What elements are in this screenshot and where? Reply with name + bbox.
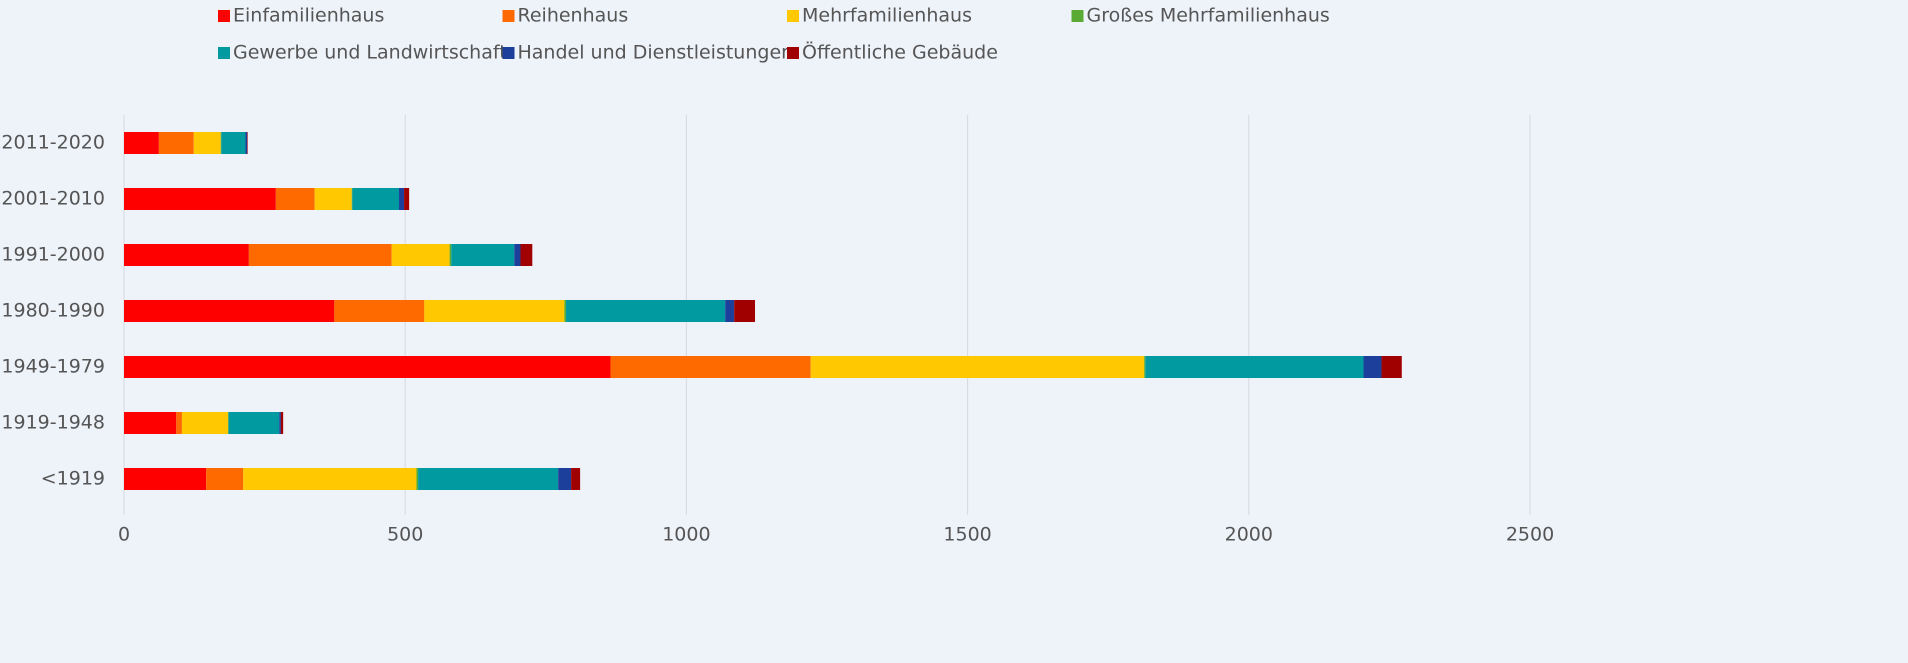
legend-swatch bbox=[502, 10, 515, 22]
bar-segment bbox=[124, 188, 276, 210]
y-tick-label: 2011-2020 bbox=[1, 132, 105, 154]
x-tick-label: 1500 bbox=[943, 524, 991, 546]
bar-segment bbox=[451, 244, 515, 266]
y-tick-label: 1991-2000 bbox=[1, 244, 105, 266]
bar-segment bbox=[158, 132, 194, 154]
bar-segment bbox=[566, 300, 726, 322]
x-tick-label: 500 bbox=[387, 524, 423, 546]
bar-segment bbox=[514, 244, 521, 266]
y-tick-label: 2001-2010 bbox=[1, 188, 105, 210]
bar-segment bbox=[571, 468, 581, 490]
x-tick-label: 2500 bbox=[1506, 524, 1554, 546]
bar-segment bbox=[124, 412, 177, 434]
bar-segment bbox=[391, 244, 450, 266]
bar-segment bbox=[243, 468, 417, 490]
x-tick-label: 2000 bbox=[1225, 524, 1273, 546]
bar-segment bbox=[193, 132, 221, 154]
legend-label: Mehrfamilienhaus bbox=[802, 5, 972, 27]
bar-segment bbox=[404, 188, 410, 210]
bar-segment bbox=[124, 468, 207, 490]
bar-segment bbox=[176, 412, 182, 434]
bar-segment bbox=[352, 188, 400, 210]
legend-label: Einfamilienhaus bbox=[233, 5, 384, 27]
bar-segment bbox=[228, 412, 229, 434]
bar-segment bbox=[280, 412, 284, 434]
legend-label: Öffentliche Gebäude bbox=[802, 41, 998, 64]
bar-segment bbox=[334, 300, 425, 322]
bar-segment bbox=[1144, 356, 1146, 378]
x-tick-label: 1000 bbox=[662, 524, 710, 546]
legend-swatch bbox=[218, 10, 230, 22]
bar-segment bbox=[247, 132, 248, 154]
bar-segment bbox=[449, 244, 452, 266]
bar-segment bbox=[181, 412, 229, 434]
bar-segment bbox=[424, 300, 565, 322]
bar-segment bbox=[1363, 356, 1382, 378]
bar-segment bbox=[314, 188, 352, 210]
bar-segment bbox=[810, 356, 1145, 378]
bar-segment bbox=[124, 132, 159, 154]
bar-segment bbox=[734, 300, 756, 322]
bar-segment bbox=[1145, 356, 1364, 378]
legend-swatch bbox=[1071, 10, 1084, 22]
bar-segment bbox=[228, 412, 280, 434]
legend-label: Gewerbe und Landwirtschaft bbox=[233, 42, 507, 64]
legend-label: Handel und Dienstleistungen bbox=[518, 42, 794, 64]
bar-segment bbox=[610, 356, 811, 378]
legend-label: Reihenhaus bbox=[518, 5, 629, 27]
bar-segment bbox=[206, 468, 244, 490]
bar-segment bbox=[725, 300, 735, 322]
bar-segment bbox=[399, 188, 405, 210]
bar-segment bbox=[558, 468, 572, 490]
bar-segment bbox=[279, 412, 281, 434]
y-tick-label: 1980-1990 bbox=[1, 300, 105, 322]
legend-swatch bbox=[787, 10, 799, 22]
bar-segment bbox=[418, 468, 559, 490]
legend-label: Großes Mehrfamilienhaus bbox=[1087, 5, 1330, 27]
bar-segment bbox=[1381, 356, 1402, 378]
bar-segment bbox=[124, 244, 249, 266]
bar-segment bbox=[124, 300, 335, 322]
bar-segment bbox=[220, 132, 222, 154]
y-tick-label: <1919 bbox=[41, 468, 105, 490]
x-tick-label: 0 bbox=[118, 524, 130, 546]
bar-segment bbox=[520, 244, 533, 266]
bar-segment bbox=[351, 188, 353, 210]
legend-swatch bbox=[502, 47, 515, 59]
bar-segment bbox=[221, 132, 246, 154]
bar-segment bbox=[124, 356, 611, 378]
bar-segment bbox=[248, 244, 392, 266]
bar-segment bbox=[275, 188, 315, 210]
bar-segment bbox=[416, 468, 419, 490]
legend-swatch bbox=[787, 47, 799, 59]
y-tick-label: 1949-1979 bbox=[1, 356, 105, 378]
bar-segment bbox=[564, 300, 567, 322]
y-tick-label: 1919-1948 bbox=[1, 412, 105, 434]
legend-swatch bbox=[218, 47, 230, 59]
bar-segment bbox=[245, 132, 248, 154]
